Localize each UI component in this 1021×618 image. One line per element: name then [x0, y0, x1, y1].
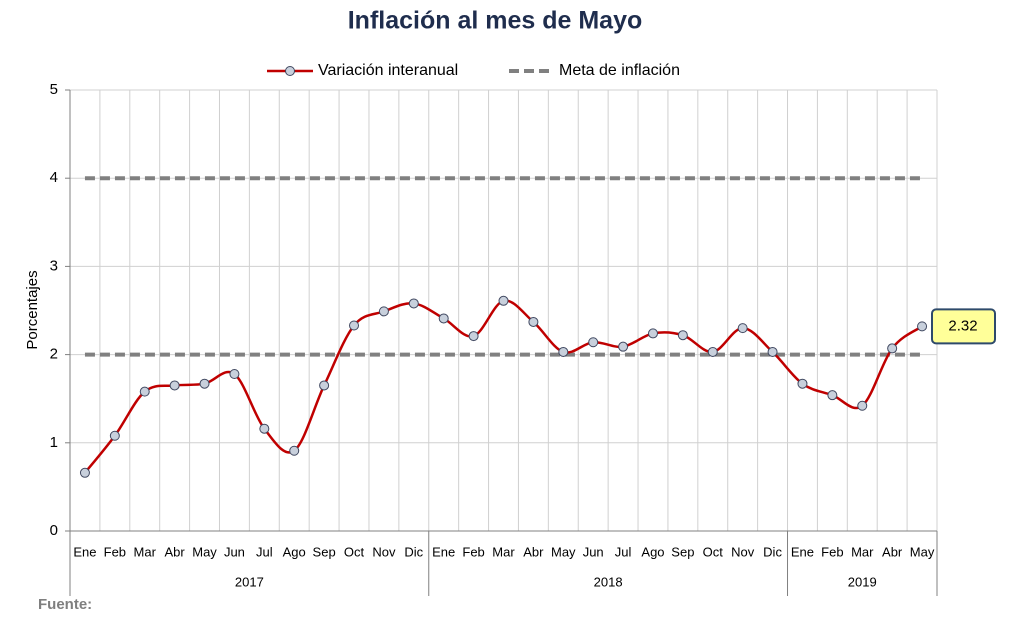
x-tick-label: Abr	[523, 544, 544, 559]
data-point	[588, 337, 599, 348]
x-tick-label: Sep	[671, 544, 694, 559]
x-tick-label: May	[192, 544, 217, 559]
data-point	[79, 467, 90, 478]
data-point	[408, 298, 419, 309]
data-point	[827, 390, 838, 401]
data-point	[468, 331, 479, 342]
data-point	[349, 320, 360, 331]
x-tick-label: Sep	[313, 544, 336, 559]
x-tick-label: Ene	[73, 544, 96, 559]
group-label: 2018	[594, 574, 623, 589]
x-tick-label: Dic	[763, 544, 782, 559]
x-tick-label: Feb	[462, 544, 484, 559]
data-point	[109, 430, 120, 441]
data-point	[677, 330, 688, 341]
group-label: 2019	[848, 574, 877, 589]
data-point	[378, 306, 389, 317]
x-tick-label: Oct	[703, 544, 724, 559]
data-point	[707, 346, 718, 357]
x-tick-label: Jun	[224, 544, 245, 559]
x-tick-label: May	[910, 544, 935, 559]
data-point	[319, 380, 330, 391]
data-point	[139, 386, 150, 397]
x-tick-label: Jul	[615, 544, 632, 559]
x-tick-label: Oct	[344, 544, 365, 559]
data-point	[199, 378, 210, 389]
x-tick-label: Feb	[821, 544, 843, 559]
y-tick-label: 0	[50, 522, 58, 539]
x-tick-label: Ene	[791, 544, 814, 559]
x-tick-label: Nov	[731, 544, 755, 559]
data-point	[528, 316, 539, 327]
data-point	[169, 380, 180, 391]
chart-title: Inflación al mes de Mayo	[348, 7, 643, 35]
annotation-box	[931, 308, 996, 345]
x-tick-label: Jun	[583, 544, 604, 559]
x-tick-label: Ago	[641, 544, 664, 559]
data-point	[289, 445, 300, 456]
data-point	[498, 295, 509, 306]
x-tick-label: Mar	[851, 544, 874, 559]
x-tick-label: Jul	[256, 544, 273, 559]
x-tick-label: Dic	[404, 544, 423, 559]
y-tick-label: 4	[50, 169, 58, 186]
legend-marker	[285, 66, 295, 76]
x-tick-label: Nov	[372, 544, 396, 559]
x-tick-label: Mar	[492, 544, 515, 559]
x-tick-label: Abr	[165, 544, 186, 559]
y-tick-label: 2	[50, 346, 58, 363]
data-point	[737, 323, 748, 334]
data-point	[857, 400, 868, 411]
data-point	[618, 341, 629, 352]
x-tick-label: Abr	[882, 544, 903, 559]
annotation: 2.32	[948, 317, 977, 334]
data-point	[229, 369, 240, 380]
data-point	[917, 321, 928, 332]
legend-label: Variación interanual	[318, 62, 458, 79]
data-point	[259, 423, 270, 434]
y-tick-label: 1	[50, 434, 58, 451]
x-tick-label: Mar	[134, 544, 157, 559]
legend-label: Meta de inflación	[559, 62, 680, 79]
x-tick-label: Ago	[283, 544, 306, 559]
x-tick-label: Ene	[432, 544, 455, 559]
x-tick-label: May	[551, 544, 576, 559]
y-tick-label: 3	[50, 257, 58, 274]
series-line	[83, 299, 923, 474]
y-axis-label: Porcentajes	[24, 270, 41, 349]
source: Fuente:	[38, 596, 92, 613]
x-tick-label: Feb	[104, 544, 126, 559]
group-label: 2017	[235, 574, 264, 589]
data-point	[887, 343, 898, 354]
data-point	[767, 346, 778, 357]
data-point	[647, 328, 658, 339]
y-tick-label: 5	[50, 81, 58, 98]
data-point	[797, 378, 808, 389]
data-point	[558, 346, 569, 357]
data-point	[438, 313, 449, 324]
